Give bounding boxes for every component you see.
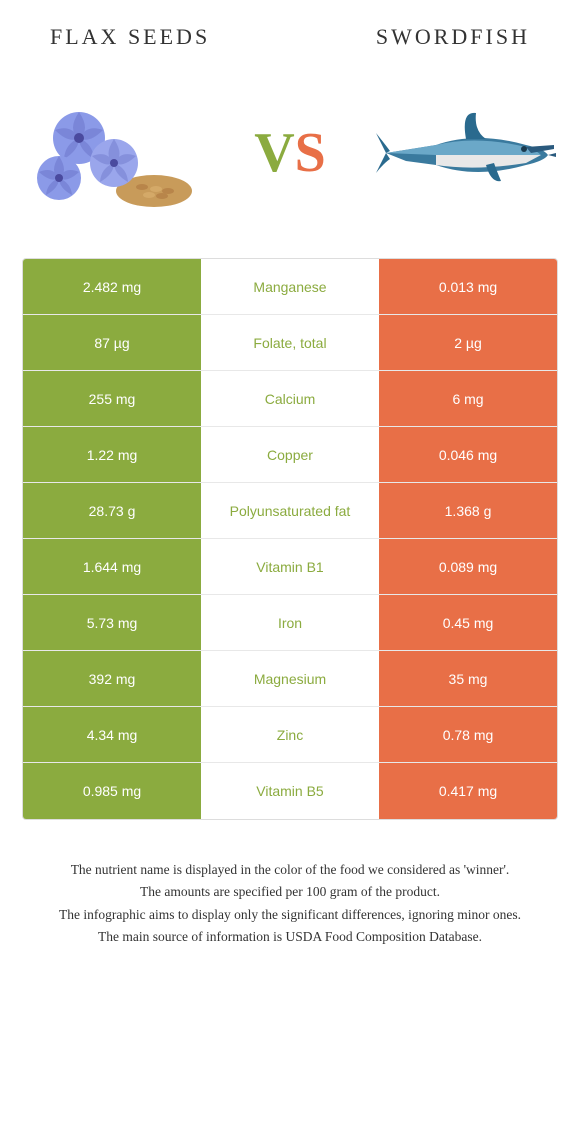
- nutrient-left-value: 4.34 mg: [23, 707, 201, 762]
- table-row: 1.22 mgCopper0.046 mg: [23, 427, 557, 483]
- table-row: 87 µgFolate, total2 µg: [23, 315, 557, 371]
- food-left-title: FLAX SEEDS: [50, 24, 210, 50]
- flax-seeds-image: [24, 83, 204, 223]
- footer-line-2: The amounts are specified per 100 gram o…: [30, 882, 550, 902]
- nutrient-left-value: 2.482 mg: [23, 259, 201, 314]
- nutrient-left-value: 28.73 g: [23, 483, 201, 538]
- nutrient-label: Copper: [201, 427, 379, 482]
- nutrient-left-value: 392 mg: [23, 651, 201, 706]
- table-row: 2.482 mgManganese0.013 mg: [23, 259, 557, 315]
- nutrient-right-value: 35 mg: [379, 651, 557, 706]
- nutrient-label: Vitamin B5: [201, 763, 379, 819]
- footer-line-4: The main source of information is USDA F…: [30, 927, 550, 947]
- nutrient-right-value: 0.78 mg: [379, 707, 557, 762]
- table-row: 392 mgMagnesium35 mg: [23, 651, 557, 707]
- hero-row: V S: [0, 58, 580, 258]
- nutrient-right-value: 0.089 mg: [379, 539, 557, 594]
- nutrient-left-value: 0.985 mg: [23, 763, 201, 819]
- nutrient-label: Polyunsaturated fat: [201, 483, 379, 538]
- table-row: 1.644 mgVitamin B10.089 mg: [23, 539, 557, 595]
- nutrient-left-value: 1.22 mg: [23, 427, 201, 482]
- footer-line-1: The nutrient name is displayed in the co…: [30, 860, 550, 880]
- table-row: 5.73 mgIron0.45 mg: [23, 595, 557, 651]
- food-right-title: SWORDFISH: [376, 24, 530, 50]
- nutrient-label: Vitamin B1: [201, 539, 379, 594]
- nutrient-label: Iron: [201, 595, 379, 650]
- nutrient-left-value: 5.73 mg: [23, 595, 201, 650]
- nutrient-right-value: 0.046 mg: [379, 427, 557, 482]
- header: FLAX SEEDS SWORDFISH: [0, 0, 580, 58]
- nutrient-label: Zinc: [201, 707, 379, 762]
- nutrient-left-value: 87 µg: [23, 315, 201, 370]
- nutrient-label: Folate, total: [201, 315, 379, 370]
- vs-s: S: [295, 121, 326, 185]
- nutrient-label: Manganese: [201, 259, 379, 314]
- nutrient-right-value: 6 mg: [379, 371, 557, 426]
- nutrient-right-value: 1.368 g: [379, 483, 557, 538]
- nutrient-left-value: 255 mg: [23, 371, 201, 426]
- nutrient-table: 2.482 mgManganese0.013 mg87 µgFolate, to…: [22, 258, 558, 820]
- swordfish-image: [376, 83, 556, 223]
- nutrient-right-value: 0.013 mg: [379, 259, 557, 314]
- vs-label: V S: [254, 121, 326, 185]
- table-row: 0.985 mgVitamin B50.417 mg: [23, 763, 557, 819]
- table-row: 28.73 gPolyunsaturated fat1.368 g: [23, 483, 557, 539]
- footer-notes: The nutrient name is displayed in the co…: [0, 820, 580, 947]
- nutrient-label: Calcium: [201, 371, 379, 426]
- table-row: 255 mgCalcium6 mg: [23, 371, 557, 427]
- nutrient-right-value: 2 µg: [379, 315, 557, 370]
- footer-line-3: The infographic aims to display only the…: [30, 905, 550, 925]
- nutrient-right-value: 0.45 mg: [379, 595, 557, 650]
- nutrient-right-value: 0.417 mg: [379, 763, 557, 819]
- nutrient-label: Magnesium: [201, 651, 379, 706]
- table-row: 4.34 mgZinc0.78 mg: [23, 707, 557, 763]
- nutrient-left-value: 1.644 mg: [23, 539, 201, 594]
- vs-v: V: [254, 121, 294, 185]
